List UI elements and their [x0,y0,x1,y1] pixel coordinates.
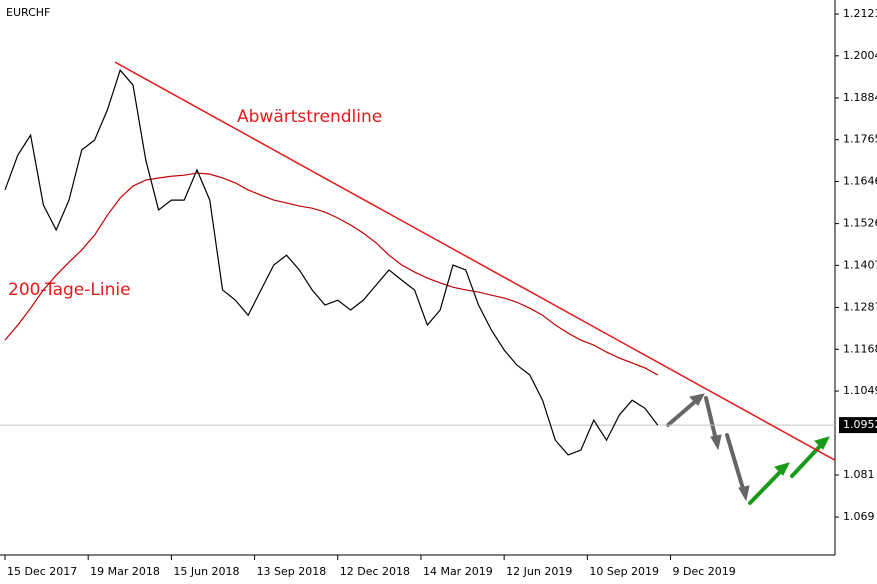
x-tick-label: 13 Sep 2018 [257,565,327,578]
projection-arrows [666,393,830,505]
series-line [4,69,659,456]
annotation: Abwärtstrendline [237,107,382,127]
current-price-label: 1.0952 [843,418,877,431]
x-tick-label: 19 Mar 2018 [90,565,160,578]
x-tick-label: 15 Jun 2018 [173,565,239,578]
x-tick-label: 12 Jun 2019 [506,565,572,578]
y-tick-label: 1.1049 [843,384,877,397]
y-tick-label: 1.2123 [843,7,877,20]
annotation: 200-Tage-Linie [8,280,131,300]
y-tick-label: 1.1526 [843,217,877,230]
y-tick-label: 1.1168 [843,342,877,355]
y-tick-label: 1.069 [843,510,875,523]
x-tick-label: 12 Dec 2018 [340,565,410,578]
series-line [4,172,659,376]
current-price-box [839,417,877,434]
y-tick-label: 1.1765 [843,133,877,146]
y-tick-label: 1.1287 [843,301,877,314]
y-tick-label: 1.2004 [843,49,877,62]
y-tick-label: 1.1884 [843,91,877,104]
y-tick-label: 1.081 [843,468,875,481]
x-tick-label: 10 Sep 2019 [589,565,659,578]
y-tick-label: 1.1646 [843,174,877,187]
x-tick-label: 15 Dec 2017 [7,565,77,578]
x-tick-label: 14 Mar 2019 [423,565,493,578]
chart-title: EURCHF [6,6,50,19]
trendline [114,61,836,461]
y-tick-label: 1.1407 [843,258,877,271]
x-tick-label: 9 Dec 2019 [673,565,736,578]
